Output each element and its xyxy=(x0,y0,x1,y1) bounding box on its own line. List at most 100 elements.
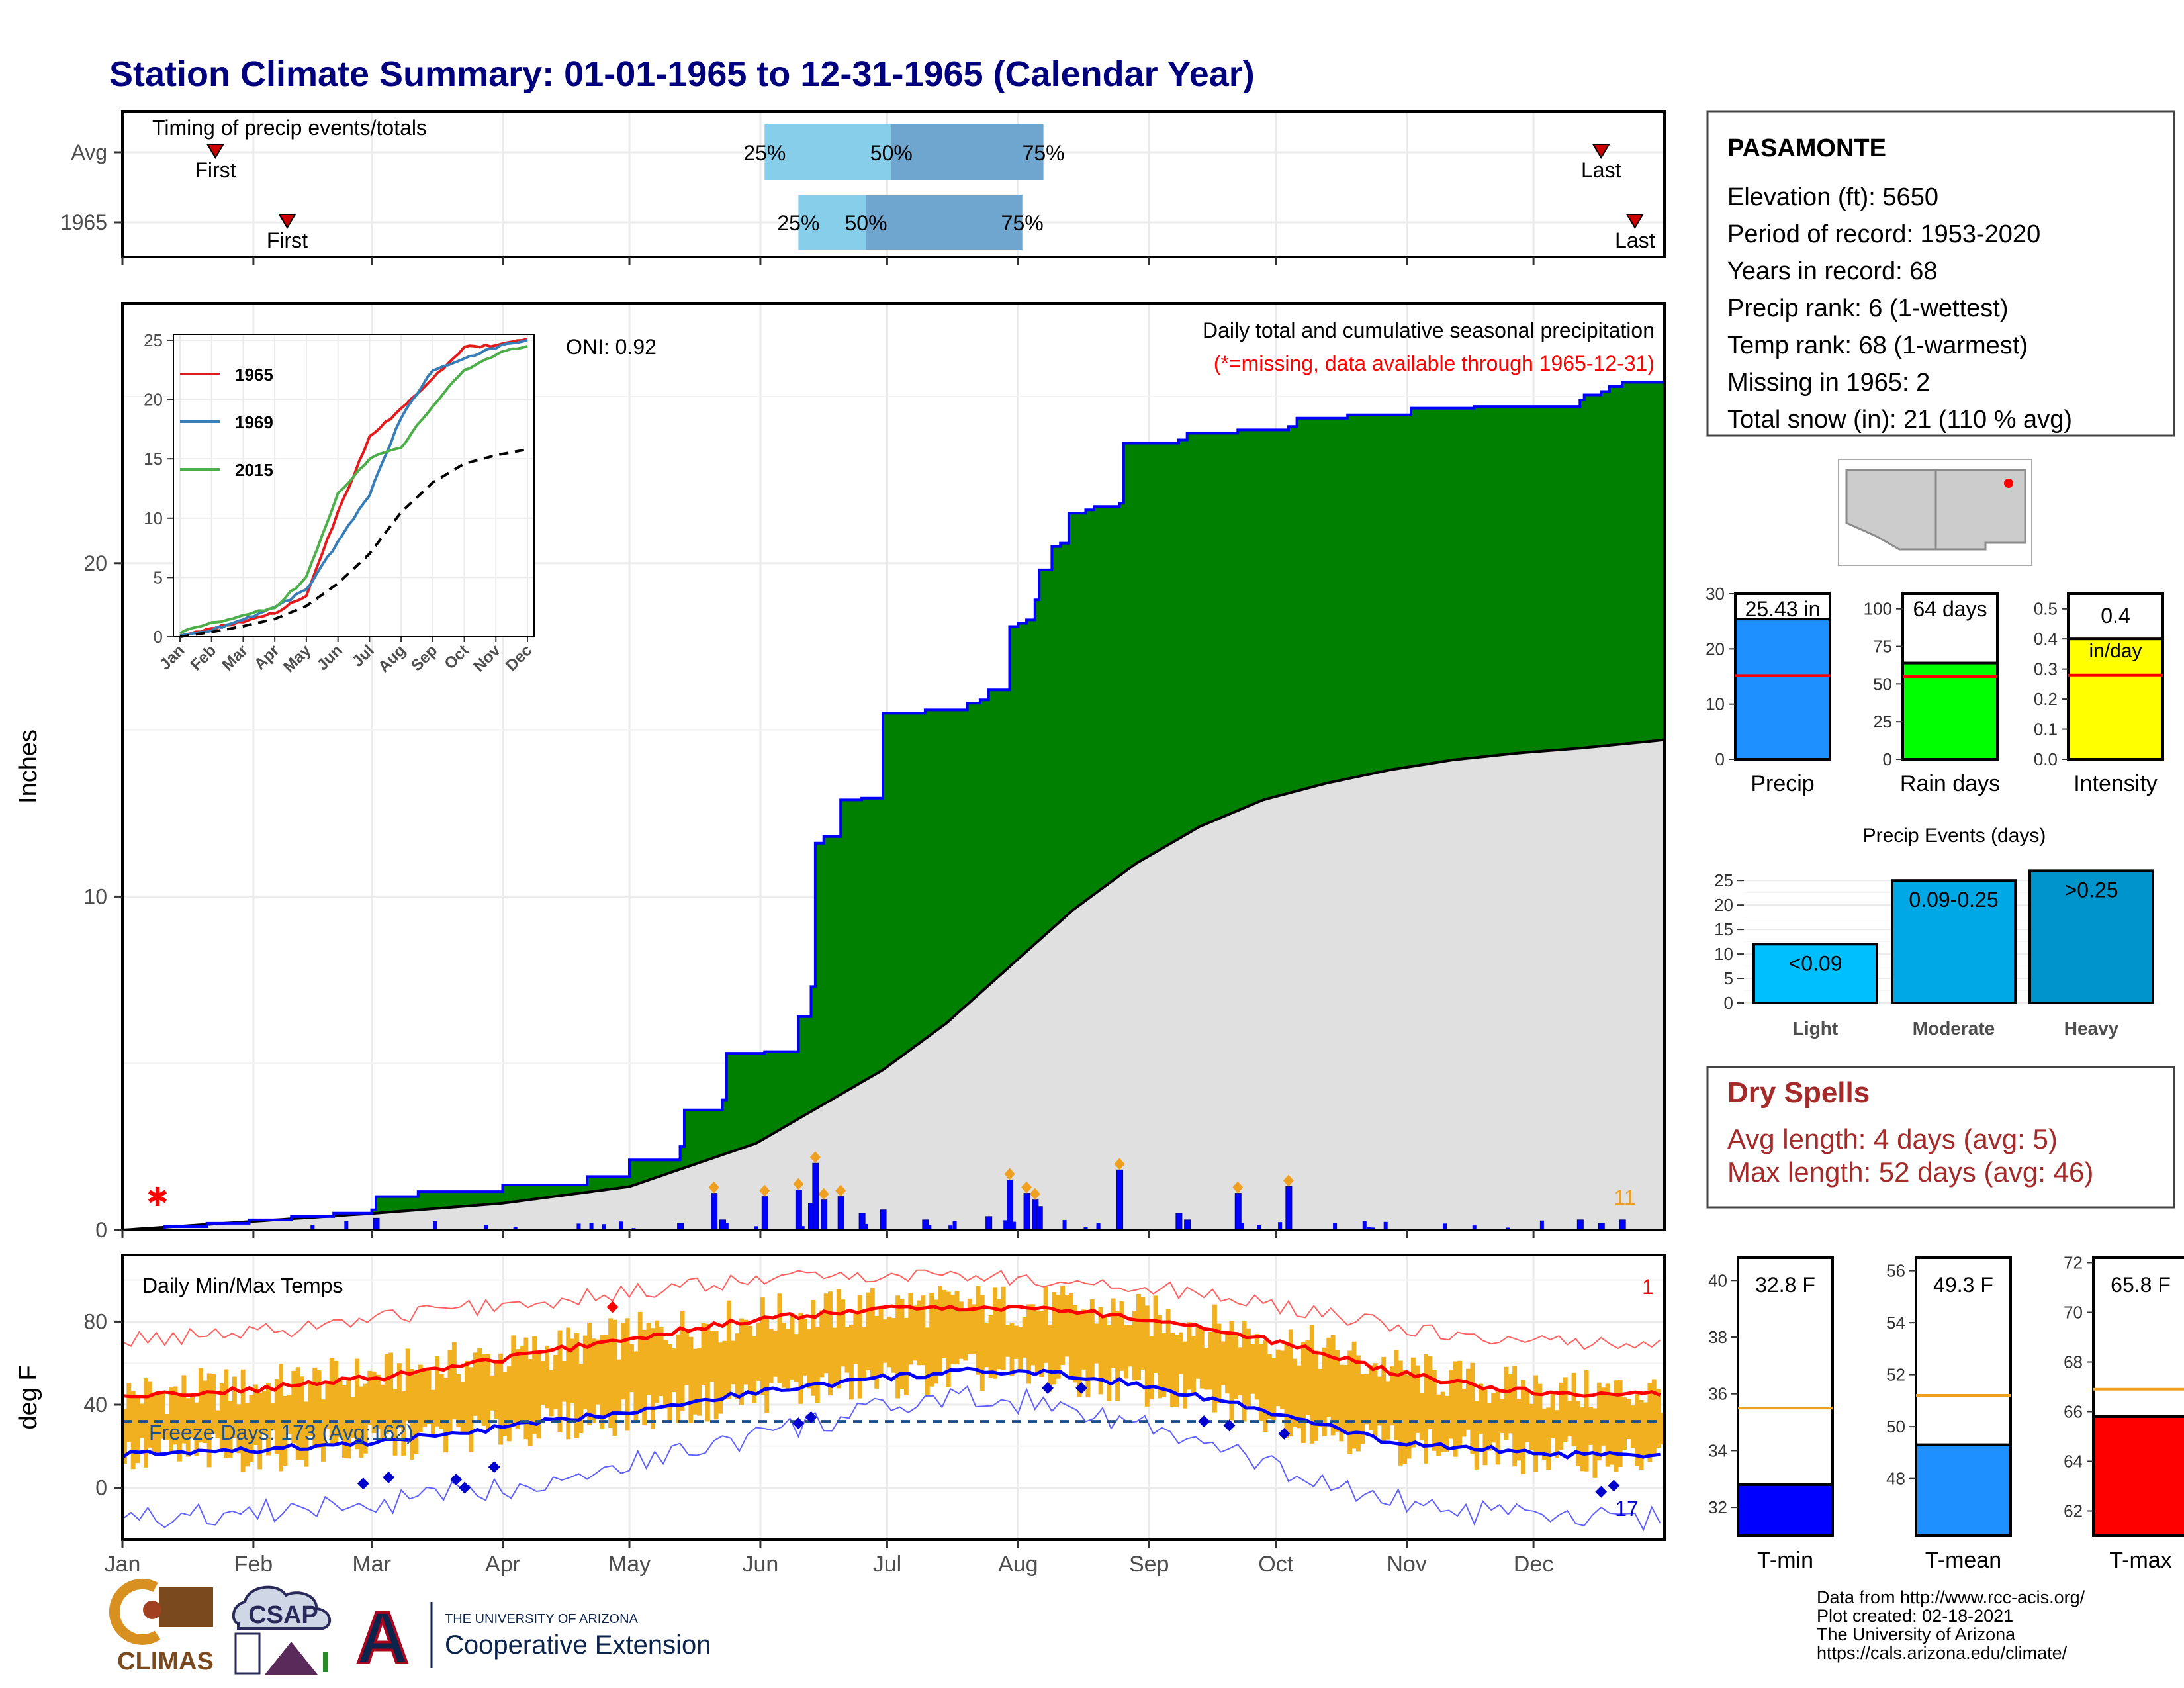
last-event-label: Last xyxy=(1581,158,1621,182)
temp-summary-bar: 65.8 F 62 64 66 68 70 72 T-max xyxy=(2064,1253,2184,1573)
temp-daily-bar xyxy=(1280,1350,1285,1409)
temp-daily-bar xyxy=(1174,1335,1179,1408)
temp-daily-bar xyxy=(1220,1341,1226,1385)
precip-light-bar xyxy=(948,1225,953,1230)
temp-daily-bar xyxy=(1474,1401,1479,1470)
temp-daily-bar xyxy=(477,1348,482,1423)
temp-daily-bar xyxy=(621,1323,626,1400)
temp-daily-bar xyxy=(1229,1321,1234,1421)
temp-y-ticks: 0 40 80 xyxy=(83,1309,122,1500)
month-label: Mar xyxy=(352,1552,391,1577)
precip-light-bar xyxy=(800,1226,805,1230)
timing-row-label: Avg xyxy=(71,140,107,164)
summary-bar-value: 25.43 in xyxy=(1745,597,1821,621)
temp-daily-bar xyxy=(764,1318,770,1413)
temp-daily-bar xyxy=(266,1383,271,1456)
temp-daily-bar xyxy=(1432,1370,1437,1451)
temp-daily-bar xyxy=(967,1298,972,1355)
temp-daily-bar xyxy=(1034,1310,1040,1372)
events-ytick-label: 0 xyxy=(1724,993,1733,1013)
temp-daily-bar xyxy=(1445,1395,1449,1452)
station-detail-line: Precip rank: 6 (1-wettest) xyxy=(1727,295,2008,322)
temp-daily-bar xyxy=(198,1368,203,1443)
temp-daily-bar xyxy=(680,1310,685,1411)
temp-daily-bar xyxy=(1102,1316,1107,1380)
temp-daily-bar xyxy=(921,1295,926,1366)
temp-summary-bar: 32.8 F 32 34 36 38 40 T-min xyxy=(1708,1256,1834,1573)
record-low-marker xyxy=(383,1471,395,1483)
temp-daily-bar xyxy=(363,1383,368,1454)
events-bar xyxy=(2028,869,2154,1004)
temp-daily-bar xyxy=(1651,1379,1657,1457)
temp-bar-value: 32.8 F xyxy=(1755,1273,1815,1297)
month-label: Aug xyxy=(998,1552,1038,1577)
temp-daily-bar xyxy=(1238,1347,1243,1396)
temp-daily-bar xyxy=(1153,1295,1158,1373)
summary-ytick-label: 0.4 xyxy=(2034,629,2058,649)
temp-daily-bar xyxy=(283,1395,288,1466)
csap-logo-mountain xyxy=(265,1642,318,1675)
precip-light-bar xyxy=(1472,1225,1477,1230)
precip-light-bar xyxy=(1443,1223,1447,1230)
precip-light-bar xyxy=(1257,1225,1261,1230)
climas-logo-text: CLIMAS xyxy=(117,1648,214,1675)
temp-daily-bar xyxy=(735,1333,740,1399)
temp-daily-bar xyxy=(1001,1286,1006,1370)
precip-light-bar xyxy=(1333,1223,1338,1230)
inset-legend-label: 2015 xyxy=(235,460,273,480)
temp-bar-label: T-mean xyxy=(1925,1548,2001,1573)
temp-daily-bar xyxy=(972,1304,976,1355)
temp-daily-bar xyxy=(1571,1372,1576,1446)
temp-daily-bar xyxy=(1385,1381,1390,1440)
temp-daily-bar xyxy=(506,1366,512,1442)
temp-daily-bar xyxy=(1610,1392,1614,1465)
precip-light-bar xyxy=(310,1225,315,1230)
temp-daily-bar xyxy=(942,1289,947,1358)
temp-daily-bar xyxy=(1309,1325,1314,1444)
precip-avg-fill xyxy=(122,739,1664,1230)
dry-spells-box: Dry Spells Avg length: 4 days (avg: 5) M… xyxy=(1706,1066,2175,1209)
first-event-label: First xyxy=(267,228,308,252)
temp-daily-bar xyxy=(853,1313,858,1364)
credits: Data from http://www.rcc-acis.org/Plot c… xyxy=(1817,1587,2085,1663)
temp-daily-bar xyxy=(1013,1325,1019,1359)
temp-daily-bar xyxy=(396,1363,402,1429)
temp-ytick-label: 80 xyxy=(83,1309,107,1333)
temp-daily-bar xyxy=(946,1291,951,1387)
temp-daily-bar xyxy=(629,1344,634,1393)
temp-daily-bar xyxy=(410,1369,414,1460)
temp-daily-bar xyxy=(701,1323,706,1385)
temp-bar-ytick-label: 68 xyxy=(2064,1352,2083,1372)
temp-record-markers xyxy=(357,1301,1620,1498)
temp-daily-bar xyxy=(1157,1315,1162,1399)
inset-ytick-label: 15 xyxy=(144,449,163,469)
record-low-marker xyxy=(1608,1479,1620,1492)
precip-heading: Daily total and cumulative seasonal prec… xyxy=(1203,318,1655,342)
record-low-marker xyxy=(1075,1382,1088,1394)
temp-daily-bar xyxy=(1563,1377,1568,1442)
summary-bar-label: Intensity xyxy=(2073,771,2158,796)
temp-daily-bar xyxy=(545,1345,550,1409)
temp-ylabel: deg F xyxy=(15,1365,42,1429)
temp-bar-fill xyxy=(2092,1415,2184,1537)
temp-daily-bar xyxy=(925,1327,930,1395)
temp-daily-bar xyxy=(1293,1358,1298,1427)
temp-daily-bar xyxy=(862,1327,867,1378)
temp-daily-bar xyxy=(414,1374,419,1454)
temp-daily-bar xyxy=(608,1318,613,1429)
temp-daily-bar xyxy=(1056,1295,1061,1379)
ua-logo: A THE UNIVERSITY OF ARIZONA Cooperative … xyxy=(355,1596,711,1680)
station-detail-line: Missing in 1965: 2 xyxy=(1727,369,1930,397)
temp-daily-bar xyxy=(1550,1393,1555,1439)
record-low-marker xyxy=(1595,1485,1608,1498)
temp-daily-bar xyxy=(1060,1285,1066,1365)
temp-daily-bar xyxy=(777,1293,782,1383)
events-axes: 0 5 10 15 20 25 xyxy=(1714,870,1744,1013)
station-name: PASAMONTE xyxy=(1727,134,1886,162)
station-detail-line: Total snow (in): 21 (110 % avg) xyxy=(1727,406,2072,434)
precip-light-bar xyxy=(619,1221,623,1230)
temp-daily-bar xyxy=(1115,1311,1120,1401)
temp-daily-bar xyxy=(1596,1382,1602,1461)
temp-daily-bar xyxy=(794,1334,799,1382)
temp-daily-bar xyxy=(1048,1324,1052,1392)
